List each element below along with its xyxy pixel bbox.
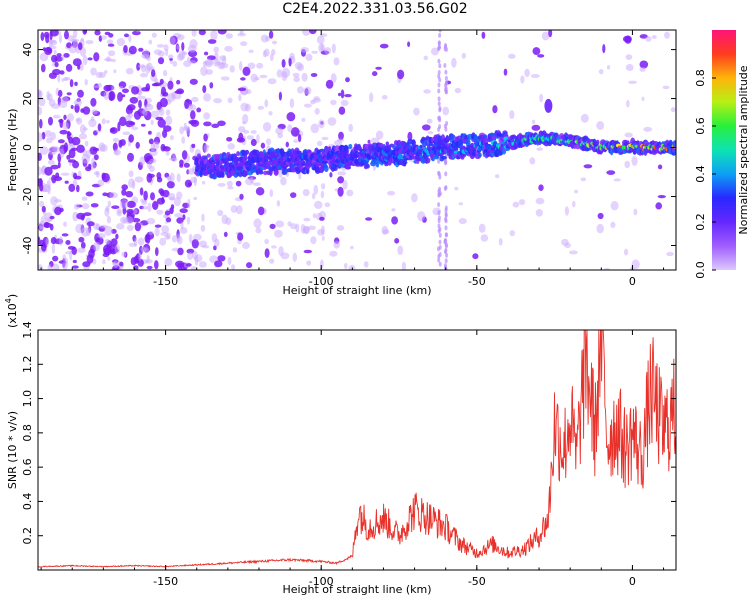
colorbar-tick-label: 0.2 bbox=[694, 213, 707, 231]
snr-ytick-label: 0.8 bbox=[21, 424, 34, 442]
colorbar-tick-label: 0.8 bbox=[694, 69, 707, 87]
colorbar-tick-label: 0.4 bbox=[694, 165, 707, 183]
colorbar bbox=[712, 30, 736, 270]
heatmap-ylabel: Frequency (Hz) bbox=[6, 109, 19, 192]
snr-ytick-label: 0.6 bbox=[21, 458, 34, 476]
heatmap-xlabel: Height of straight line (km) bbox=[282, 284, 431, 297]
heatmap-xtick-label: -150 bbox=[153, 275, 178, 288]
snr-ylabel: SNR (10 * v/v) bbox=[6, 411, 19, 489]
snr-ytick-label: 1.2 bbox=[21, 356, 34, 374]
heatmap-ytick-label: 0 bbox=[21, 144, 34, 151]
colorbar-tick-label: 0.6 bbox=[694, 117, 707, 135]
snr-frame bbox=[37, 329, 677, 571]
snr-ytick-label: 1.4 bbox=[21, 321, 34, 339]
colorbar-tick-label: 0.0 bbox=[694, 261, 707, 279]
heatmap-ytick-label: 40 bbox=[21, 43, 34, 57]
heatmap-layer bbox=[38, 30, 676, 270]
snr-xlabel: Height of straight line (km) bbox=[282, 583, 431, 596]
heatmap-xtick-label: -50 bbox=[468, 275, 486, 288]
snr-ytick-label: 0.4 bbox=[21, 493, 34, 511]
heatmap-ytick-label: -20 bbox=[21, 188, 34, 206]
heatmap-xtick-label: 0 bbox=[629, 275, 636, 288]
heatmap-ytick-label: 20 bbox=[21, 92, 34, 106]
colorbar-label: Normalized spectral amplitude bbox=[737, 65, 750, 234]
snr-xtick-label: -50 bbox=[468, 575, 486, 588]
snr-xtick-label: 0 bbox=[629, 575, 636, 588]
snr-ytick-label: 0.2 bbox=[21, 527, 34, 545]
snr-xtick-label: -100 bbox=[309, 575, 334, 588]
snr-ytick-label: 1.0 bbox=[21, 390, 34, 408]
snr-xtick-label: -150 bbox=[153, 575, 178, 588]
chart-title: C2E4.2022.331.03.56.G02 bbox=[282, 1, 468, 17]
snr-series-line bbox=[37, 329, 676, 568]
heatmap-xtick-label: -100 bbox=[309, 275, 334, 288]
heatmap-ytick-label: -40 bbox=[21, 237, 34, 255]
heatmap-frame bbox=[37, 29, 677, 271]
snr-multiplier: (x104) bbox=[4, 294, 19, 328]
